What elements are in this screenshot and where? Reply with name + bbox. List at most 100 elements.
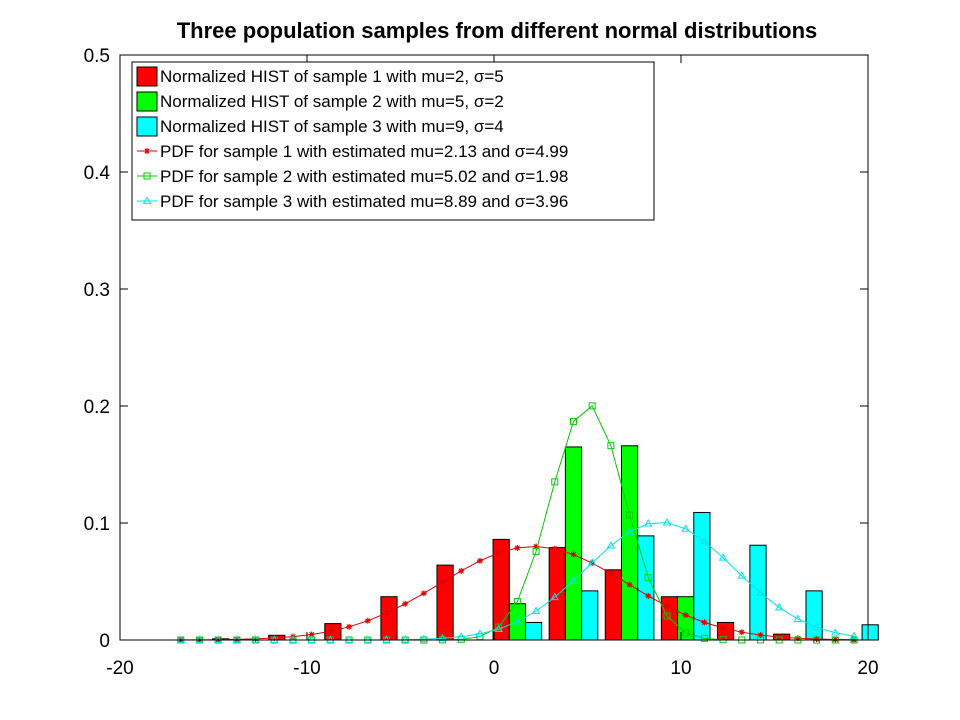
pdf-marker: [400, 635, 410, 643]
pdf-marker: [176, 635, 186, 643]
pdf-marker: [756, 588, 765, 596]
pdf-marker: [757, 632, 764, 639]
pdf-marker: [551, 545, 558, 552]
pdf-marker: [644, 519, 653, 527]
pdf-marker: [144, 148, 150, 154]
pdf-marker: [270, 635, 279, 643]
pdf-marker: [606, 541, 616, 549]
bar: [564, 446, 583, 641]
pdf-marker: [213, 635, 223, 643]
pdf-marker: [402, 600, 409, 607]
pdf-marker: [681, 524, 690, 532]
axes: -20 -10 0 10 20 0 0.1 0.2 0.3 0.4 0.5: [84, 46, 879, 679]
bar: [548, 547, 566, 641]
legend-label: Normalized HIST of sample 1 with mu=2, σ…: [160, 67, 504, 86]
pdf-marker: [569, 576, 578, 584]
pdf-marker: [327, 628, 334, 635]
pdf-marker: [644, 574, 652, 582]
x-tick-label: -20: [106, 658, 133, 679]
pdf-marker: [495, 549, 502, 556]
pdf-marker: [326, 635, 335, 643]
pdf-marker: [344, 635, 354, 643]
pdf-marker: [143, 172, 151, 180]
pdf-marker: [663, 603, 670, 610]
bar: [693, 511, 711, 641]
pdf-marker: [532, 547, 540, 555]
pdf-marker: [700, 536, 709, 545]
bar: [620, 445, 639, 641]
pdf-marker: [793, 614, 803, 622]
legend-label: Normalized HIST of sample 3 with mu=9, σ…: [160, 117, 504, 136]
pdf-marker: [588, 402, 596, 410]
bar: [380, 596, 398, 641]
pdf-marker: [662, 518, 672, 526]
pdf-marker: [288, 635, 298, 643]
pdf-marker: [682, 629, 690, 637]
pdf-marker: [383, 610, 390, 617]
pdf-marker: [849, 631, 859, 640]
pdf-marker: [457, 632, 466, 640]
x-tick-label: 20: [857, 658, 878, 679]
y-tick-label: 0: [99, 631, 110, 652]
pdf-marker: [233, 636, 240, 643]
pdf-marker: [700, 634, 708, 642]
y-tick-label: 0.1: [84, 514, 110, 535]
pdf-marker: [271, 635, 278, 642]
pdf-marker: [607, 442, 615, 450]
pdf-marker: [737, 571, 747, 579]
pdf-marker: [420, 590, 427, 597]
legend-box: [131, 61, 655, 221]
pdf-marker: [645, 592, 652, 599]
pdf-marker: [569, 417, 577, 425]
pdf-marker: [531, 606, 541, 615]
bar: [861, 624, 879, 641]
pdf-marker: [346, 623, 353, 630]
legend-label: Normalized HIST of sample 2 with mu=5, σ…: [160, 92, 504, 111]
pdf-marker: [419, 634, 429, 643]
legend-label: PDF for sample 2 with estimated mu=5.02 …: [160, 167, 568, 186]
pdf-marker: [458, 567, 465, 574]
pdf-marker: [774, 602, 784, 611]
legend-swatch: [136, 116, 158, 137]
bar: [581, 590, 599, 641]
legend-label: PDF for sample 1 with estimated mu=2.13 …: [160, 142, 568, 161]
pdf-marker: [626, 511, 634, 519]
x-tick-label: 10: [670, 658, 691, 679]
pdf-marker: [251, 635, 260, 643]
pdf-marker: [308, 631, 315, 638]
pdf-marker: [570, 551, 577, 558]
pdf-marker: [812, 622, 821, 631]
pdf-marker: [738, 629, 745, 636]
pdf-marker: [513, 598, 521, 606]
bar: [436, 564, 454, 641]
pdf-marker: [794, 635, 801, 642]
pdf-marker: [363, 635, 373, 643]
pdf-marker: [533, 543, 540, 550]
x-tick-label: -10: [293, 658, 320, 679]
legend-swatch: [136, 91, 158, 112]
pdf-marker: [832, 636, 839, 643]
pdf-marker: [607, 570, 614, 577]
pdf-marker: [439, 579, 446, 586]
pdf-marker: [682, 612, 689, 619]
pdf-marker: [232, 635, 242, 643]
bar: [604, 569, 622, 641]
pdf-marker: [551, 478, 559, 486]
pdf-marker: [701, 619, 708, 626]
pdf-marker: [831, 628, 840, 636]
pdf-marker: [307, 635, 316, 643]
pdf-marker: [550, 592, 560, 601]
bar: [524, 621, 543, 641]
y-tick-label: 0.2: [84, 397, 110, 418]
pdf-marker: [626, 581, 633, 588]
y-tick-label: 0.5: [84, 46, 110, 67]
bar: [749, 544, 767, 641]
pdf-marker: [514, 544, 521, 551]
chart-title: Three population samples from different …: [177, 18, 818, 43]
x-tick-label: 0: [489, 658, 500, 679]
pdf-marker: [475, 629, 485, 637]
bar: [805, 590, 823, 641]
pdf-marker: [494, 624, 503, 632]
pdf-marker: [813, 636, 820, 643]
legend: Normalized HIST of sample 1 with mu=2, σ…: [131, 61, 655, 221]
